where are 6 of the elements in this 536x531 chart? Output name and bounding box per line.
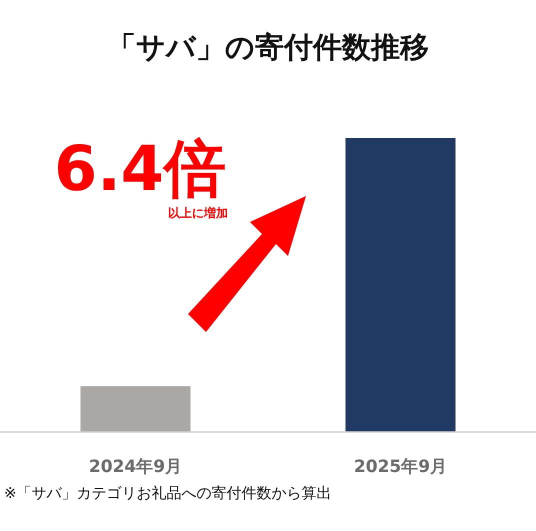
- annotation: 6.4倍: [54, 132, 226, 205]
- chart-title: 「サバ」の寄付件数推移: [107, 30, 429, 64]
- text: ※「サバ」カテゴリお礼品への寄付件数から算出: [4, 484, 332, 502]
- x-tick-label: 2025年9月: [354, 457, 448, 477]
- x-tick-label: 2024年9月: [88, 457, 182, 477]
- annotation: 以上に増加: [168, 206, 228, 220]
